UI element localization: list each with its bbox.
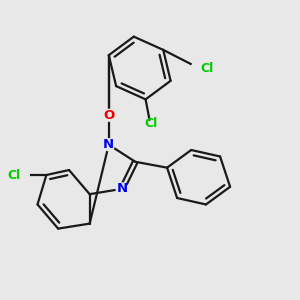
Text: Cl: Cl	[7, 169, 20, 182]
Text: N: N	[116, 182, 128, 195]
Circle shape	[116, 183, 128, 195]
Circle shape	[103, 110, 115, 121]
Circle shape	[142, 121, 160, 139]
Text: O: O	[103, 109, 114, 122]
Circle shape	[191, 60, 209, 78]
Circle shape	[103, 139, 115, 151]
Text: N: N	[103, 138, 114, 151]
Text: Cl: Cl	[145, 117, 158, 130]
Text: Cl: Cl	[200, 62, 213, 75]
Circle shape	[12, 166, 29, 184]
